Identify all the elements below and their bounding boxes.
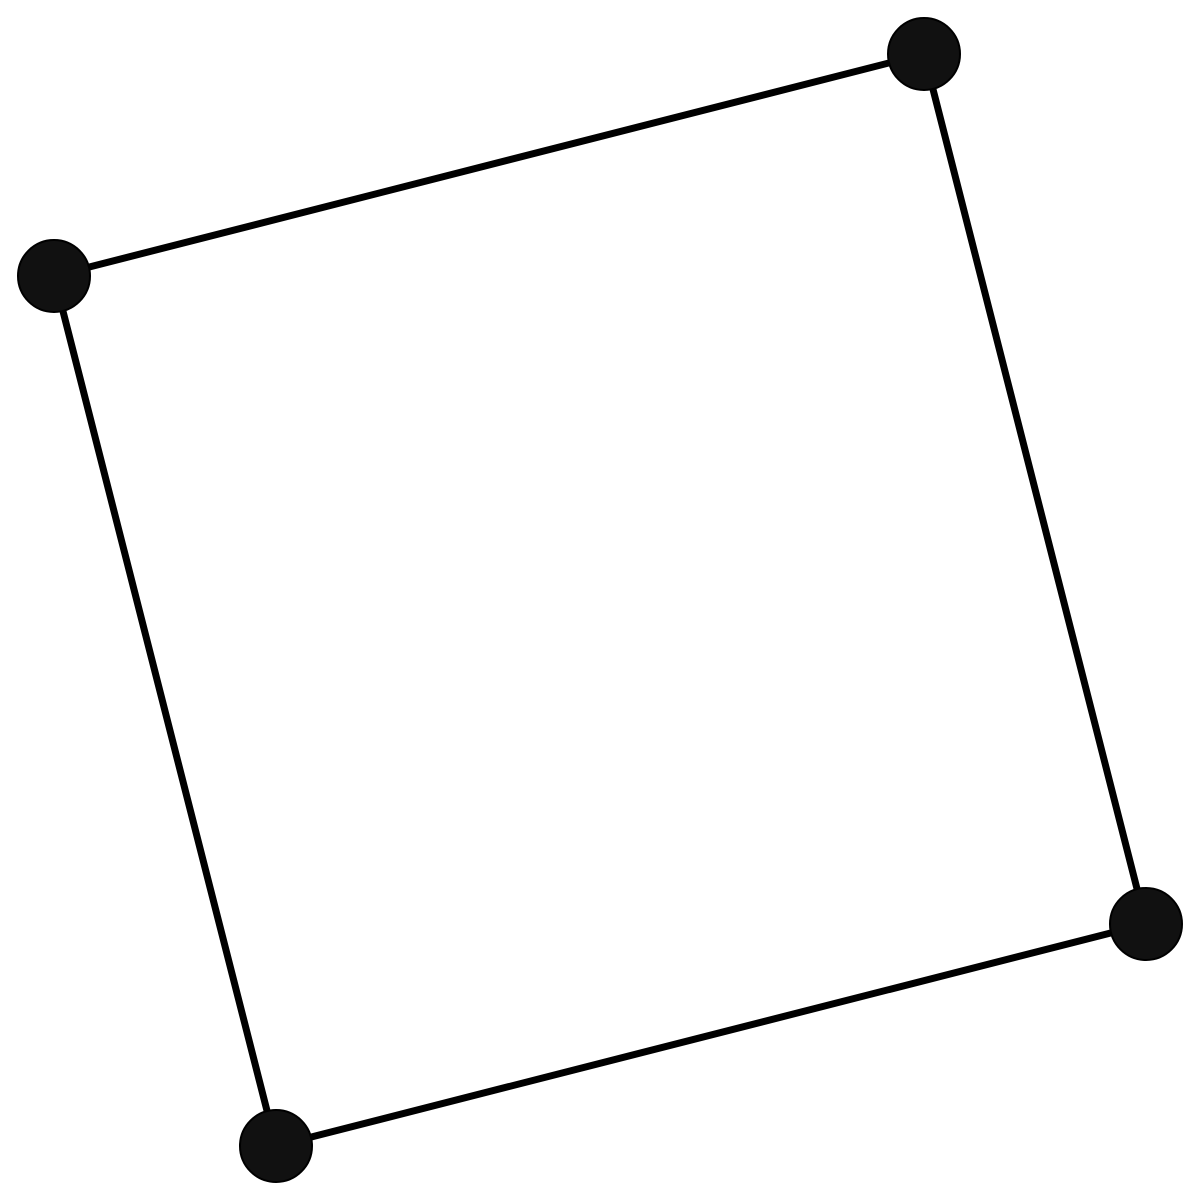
edges-layer [50,50,1150,1150]
edge-3 [50,272,280,1150]
vertex-3 [239,1109,313,1183]
edge-1 [920,50,1150,928]
edge-4 [50,50,928,280]
vertex-1 [887,17,961,91]
vertices-layer [17,17,1183,1183]
vertex-4 [17,239,91,313]
edge-2 [272,920,1150,1150]
vertex-2 [1109,887,1183,961]
